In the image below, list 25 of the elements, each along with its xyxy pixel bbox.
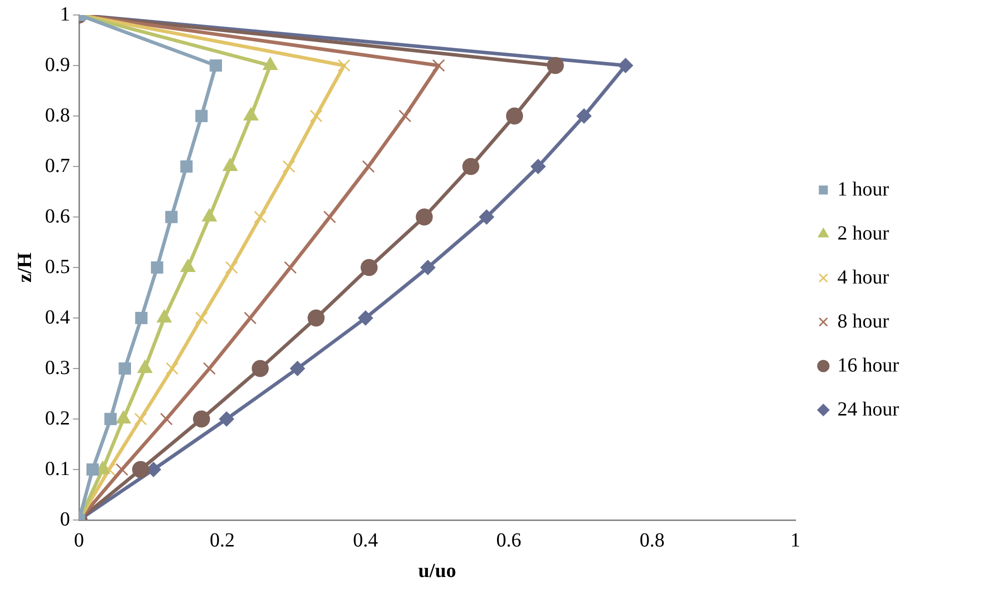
- legend-label: 4 hour: [837, 266, 890, 288]
- x-tick-label: 0.6: [496, 529, 522, 552]
- y-tick-label: 0.1: [45, 458, 70, 480]
- y-tick-label: 0.3: [45, 356, 70, 379]
- y-tick-label: 0.5: [45, 256, 70, 278]
- y-tick-label: 0.6: [45, 205, 70, 228]
- y-tick-label: 1: [60, 3, 70, 26]
- x-tick-label: 0.8: [640, 529, 665, 552]
- legend-label: 1 hour: [837, 178, 890, 200]
- legend-label: 24 hour: [837, 398, 900, 420]
- y-axis-title: z/H: [14, 252, 36, 282]
- legend-label: 8 hour: [837, 310, 890, 332]
- y-tick-label: 0: [60, 508, 70, 530]
- y-tick-label: 0.8: [45, 104, 70, 126]
- y-tick-label: 0.4: [45, 306, 70, 328]
- x-tick-label: 0: [74, 529, 84, 552]
- x-tick-label: 1: [790, 529, 800, 552]
- y-tick-label: 0.9: [45, 54, 70, 76]
- legend-label: 2 hour: [837, 222, 890, 244]
- legend-label: 16 hour: [837, 354, 900, 376]
- y-tick-label: 0.2: [45, 407, 70, 430]
- y-tick-label: 0.7: [45, 154, 70, 177]
- x-tick-label: 0.4: [353, 529, 378, 552]
- x-tick-label: 0.2: [210, 529, 235, 552]
- x-axis-title: u/uo: [418, 560, 456, 582]
